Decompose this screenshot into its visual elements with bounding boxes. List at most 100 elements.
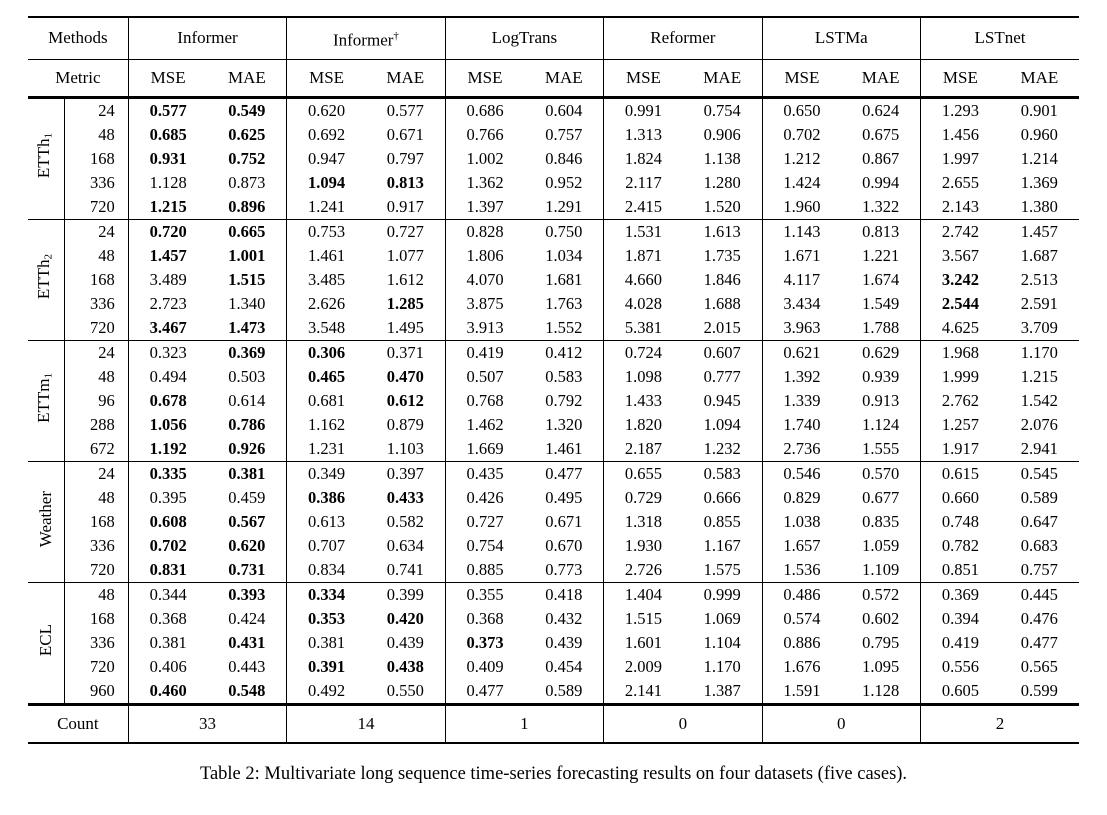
metric-value: 0.666: [703, 487, 741, 507]
metric-value: 1.170: [703, 656, 741, 676]
horizon-cell: 48: [63, 364, 129, 389]
metric-value: 3.875: [444, 291, 525, 316]
metric-value: 1.473: [228, 317, 266, 337]
dataset-label-text: ETTh2: [33, 254, 54, 300]
dataset-label-text: ETTh1: [33, 133, 54, 179]
metric-value: 1.575: [703, 559, 741, 579]
horizon-cell: 24: [63, 96, 129, 123]
metric-value: 0.926: [228, 438, 266, 458]
metric-value: 0.465: [286, 364, 366, 389]
mae-header-1: MAE: [365, 59, 446, 99]
method-header-5: LSTnet: [920, 17, 1079, 60]
metric-value: 0.459: [228, 487, 266, 507]
metric-value: 0.768: [444, 388, 525, 413]
metric-value: 0.786: [228, 414, 266, 434]
metric-value: 1.735: [703, 245, 741, 265]
table-row: 168 0.368 0.424 0.353 0.420 0.368 0.432 1.515 1.…: [28, 606, 1079, 631]
table-caption: Table 2: Multivariate long sequence time…: [199, 763, 908, 784]
metric-value: 0.727: [444, 509, 525, 534]
metric-value: 1.456: [920, 122, 1000, 147]
metric-value: 0.675: [862, 124, 900, 144]
metric-value: 0.368: [444, 606, 525, 631]
table-row: 48 1.457 1.001 1.461 1.077 1.806 1.034 1.871 1.7…: [28, 243, 1079, 268]
metric-value: 0.753: [286, 218, 366, 244]
metric-value: 1.369: [1020, 172, 1058, 192]
metric-value: 1.034: [545, 245, 583, 265]
metric-value: 0.615: [920, 460, 1000, 486]
table-row: 168 0.931 0.752 0.947 0.797 1.002 0.846 1.824 1.…: [28, 146, 1079, 171]
metric-value: 3.963: [761, 315, 842, 341]
metric-value: 0.896: [228, 196, 266, 216]
metric-value: 1.214: [1020, 148, 1058, 168]
horizon-cell: 24: [63, 460, 129, 486]
metric-value: 1.531: [603, 218, 683, 244]
metric-value: 0.670: [545, 535, 583, 555]
metric-value: 2.143: [920, 194, 1000, 220]
metric-value: 1.280: [703, 172, 741, 192]
horizon-cell: 336: [63, 170, 129, 195]
metric-value: 0.671: [545, 511, 583, 531]
metric-value: 0.613: [286, 509, 366, 534]
metric-value: 0.608: [127, 509, 208, 534]
metric-value: 0.634: [386, 535, 424, 555]
metric-value: 1.552: [545, 317, 583, 337]
metric-value: 1.457: [999, 218, 1079, 244]
metric-value: 1.077: [386, 245, 424, 265]
metric-value: 1.676: [761, 654, 842, 679]
metric-value: 1.968: [920, 339, 1000, 365]
method-header-0: Informer: [127, 17, 287, 60]
metric-value: 0.397: [365, 460, 446, 486]
methods-row: Methods Informer Informer† LogTrans Reformer…: [28, 17, 1079, 60]
metric-value: 0.607: [682, 339, 763, 365]
horizon-cell: 672: [63, 436, 129, 462]
metric-value: 1.038: [761, 509, 842, 534]
metric-value: 1.215: [1020, 366, 1058, 386]
metric-value: 1.740: [761, 412, 842, 437]
metric-value: 1.461: [286, 243, 366, 268]
horizon-cell: 168: [63, 146, 129, 171]
metric-value: 1.001: [228, 245, 266, 265]
table-row: 720 0.406 0.443 0.391 0.438 0.409 0.454 2.009 1.…: [28, 654, 1079, 679]
metric-value: 0.677: [862, 487, 900, 507]
metric-value: 0.335: [127, 460, 208, 486]
metric-value: 1.339: [761, 388, 842, 413]
metric-value: 1.109: [862, 559, 900, 579]
metric-value: 0.999: [682, 581, 763, 607]
horizon-cell: 168: [63, 509, 129, 534]
metric-value: 0.583: [545, 366, 583, 386]
metric-value: 3.467: [127, 315, 208, 341]
metric-value: 0.565: [1020, 656, 1058, 676]
metric-value: 1.103: [386, 438, 424, 458]
metric-value: 1.318: [603, 509, 683, 534]
metric-value: 3.485: [286, 267, 366, 292]
metric-value: 0.470: [386, 366, 424, 386]
metric-value: 0.495: [545, 487, 583, 507]
metric-value: 0.835: [862, 511, 900, 531]
horizon-cell: 48: [63, 122, 129, 147]
metric-value: 0.660: [920, 485, 1000, 510]
table-row: 720 3.467 1.473 3.548 1.495 3.913 1.552 5.381 2.…: [28, 315, 1079, 341]
metric-value: 0.991: [603, 96, 683, 123]
metric-value: 1.392: [761, 364, 842, 389]
metric-value: 1.674: [862, 269, 900, 289]
metric-value: 0.707: [286, 533, 366, 558]
metric-value: 0.545: [999, 460, 1079, 486]
metric-value: 0.572: [841, 581, 921, 607]
metric-value: 0.503: [228, 366, 266, 386]
dataset-label-text: Weather: [35, 490, 55, 547]
metric-value: 2.187: [603, 436, 683, 462]
horizon-cell: 48: [63, 485, 129, 510]
metric-value: 0.754: [682, 96, 763, 123]
metric-value: 1.128: [127, 170, 208, 195]
metric-value: 0.355: [444, 581, 525, 607]
table-header: Methods Informer Informer† LogTrans Reformer…: [28, 17, 1079, 99]
metric-value: 0.353: [286, 606, 366, 631]
metric-value: 1.397: [444, 194, 525, 220]
metric-value: 0.834: [286, 557, 366, 583]
metric-value: 1.930: [603, 533, 683, 558]
metric-value: 1.960: [761, 194, 842, 220]
metric-value: 0.334: [286, 581, 366, 607]
metric-value: 0.750: [524, 218, 604, 244]
metric-value: 1.601: [603, 630, 683, 655]
metric-value: 1.495: [386, 317, 424, 337]
